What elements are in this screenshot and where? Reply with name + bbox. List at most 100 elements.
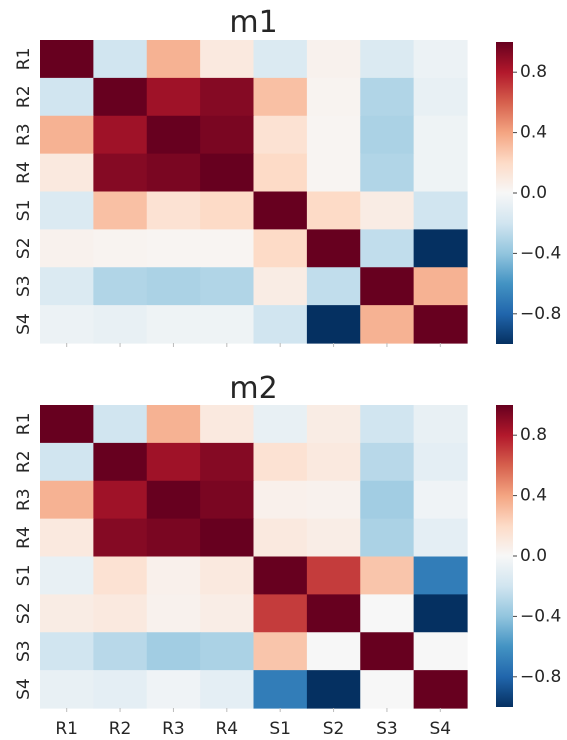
y-tick-label: S1: [14, 200, 34, 222]
cell-S2-S3: [360, 594, 415, 633]
colorbar-gradient: [496, 42, 513, 344]
cell-S4-R2: [93, 305, 148, 344]
cell-R3-S1: [253, 480, 308, 520]
colorbar-gradient: [496, 405, 513, 707]
cell-R2-R1: [40, 442, 94, 482]
cell-S4-R3: [146, 670, 201, 709]
cell-S1-S3: [360, 191, 415, 230]
cell-S4-R4: [200, 670, 255, 709]
colorbar-tick-label: 0.4: [520, 486, 547, 506]
cell-S3-S1: [253, 267, 308, 306]
cell-R1-R2: [93, 405, 148, 444]
cell-S3-R1: [40, 267, 94, 306]
x-tick-label: S1: [269, 719, 291, 739]
y-tick-label: R3: [14, 123, 34, 146]
cell-R4-S3: [360, 518, 415, 558]
heatmap-cells: [40, 40, 468, 344]
cell-S3-S1: [253, 632, 308, 671]
y-tick-labels: R1 R2 R3 R4 S1 S2 S3 S4: [14, 48, 34, 335]
cell-R3-R2: [93, 480, 148, 520]
y-tick-label: R2: [14, 85, 34, 108]
cell-S4-S4: [413, 305, 468, 344]
colorbar: 0.8 0.4 0.0 −0.4 −0.8: [496, 405, 561, 707]
cell-R1-R3: [146, 40, 201, 79]
cell-S1-S2: [306, 556, 361, 595]
cell-S4-S4: [413, 670, 468, 709]
cell-S4-R3: [146, 305, 201, 344]
cell-S4-S1: [253, 670, 308, 709]
cell-R1-S1: [253, 40, 308, 79]
cell-R2-R2: [93, 442, 148, 482]
colorbar-tick-label: 0.0: [520, 183, 547, 203]
cell-R3-S4: [413, 115, 468, 155]
y-tick-label: R4: [14, 161, 34, 184]
cell-S3-R1: [40, 632, 94, 671]
colorbar-tick-label: 0.4: [520, 123, 547, 143]
colorbar-tick-label: 0.8: [520, 62, 547, 82]
y-tick-label: S3: [14, 275, 34, 297]
cell-R3-R1: [40, 115, 94, 155]
cell-R4-S3: [360, 153, 415, 193]
cell-S1-R2: [93, 556, 148, 595]
cell-R4-R2: [93, 518, 148, 558]
x-tick-labels: R1 R2 R3 R4 S1 S2 S3 S4: [55, 708, 451, 739]
cell-S1-S1: [253, 556, 308, 595]
colorbar-tick-label: −0.8: [520, 304, 561, 324]
cell-S4-R4: [200, 305, 255, 344]
cell-S1-R4: [200, 556, 255, 595]
cell-R2-R3: [146, 77, 201, 117]
cell-S4-S1: [253, 305, 308, 344]
cell-S3-S2: [306, 632, 361, 671]
cell-R4-S4: [413, 518, 468, 558]
heatmap-cells: [40, 405, 468, 709]
cell-R2-S1: [253, 442, 308, 482]
cell-R1-R2: [93, 40, 148, 79]
cell-S3-S3: [360, 267, 415, 306]
cell-R1-S2: [306, 405, 361, 444]
cell-R1-R4: [200, 405, 255, 444]
cell-S3-S4: [413, 632, 468, 671]
cell-S2-S4: [413, 229, 468, 268]
cell-R3-R2: [93, 115, 148, 155]
colorbar-tick-label: 0.8: [520, 425, 547, 445]
x-tick-label: S3: [376, 719, 398, 739]
y-tick-labels: R1 R2 R3 R4 S1 S2 S3 S4: [14, 413, 34, 700]
cell-R4-S2: [306, 153, 361, 193]
cell-R3-S1: [253, 115, 308, 155]
cell-S3-S2: [306, 267, 361, 306]
chart-title: m1: [229, 5, 277, 40]
cell-R4-R4: [200, 153, 255, 193]
cell-R3-R3: [146, 480, 201, 520]
cell-R3-S4: [413, 480, 468, 520]
cell-R2-S3: [360, 77, 415, 117]
cell-S2-R3: [146, 594, 201, 633]
cell-R2-R2: [93, 77, 148, 117]
cell-R4-R3: [146, 153, 201, 193]
cell-S1-S4: [413, 556, 468, 595]
cell-R1-S4: [413, 40, 468, 79]
cell-S2-R2: [93, 594, 148, 633]
cell-R4-R1: [40, 518, 94, 558]
cell-S3-R3: [146, 632, 201, 671]
y-tick-label: S4: [14, 313, 34, 335]
cell-R2-S2: [306, 442, 361, 482]
cell-S1-S1: [253, 191, 308, 230]
cell-S4-S2: [306, 670, 361, 709]
cell-S2-R1: [40, 594, 94, 633]
cell-S2-S1: [253, 594, 308, 633]
colorbar-tick-label: 0.0: [520, 546, 547, 566]
cell-S1-R4: [200, 191, 255, 230]
cell-S2-S4: [413, 594, 468, 633]
x-tick-label: S4: [430, 719, 452, 739]
y-tick-label: R4: [14, 526, 34, 549]
cell-R1-R1: [40, 40, 94, 79]
cell-S3-R4: [200, 267, 255, 306]
heatmap-panel-m1: m1 R1 R2 R3 R4 S1 S2 S3 S4 0.8 0.4 0.0 −0.4 −0.8: [14, 5, 561, 347]
cell-S4-R1: [40, 670, 94, 709]
cell-S3-S4: [413, 267, 468, 306]
cell-S2-R1: [40, 229, 94, 268]
heatmap-panel-m2: m2 R1 R2 R3 R4 S1 S2 S3 S4 R1 R2 R3 R4 S1 S2 S3 S4 0.8…: [14, 371, 561, 739]
cell-S2-S3: [360, 229, 415, 268]
colorbar-tick-label: −0.4: [520, 606, 561, 626]
x-tick-label: R2: [109, 719, 132, 739]
